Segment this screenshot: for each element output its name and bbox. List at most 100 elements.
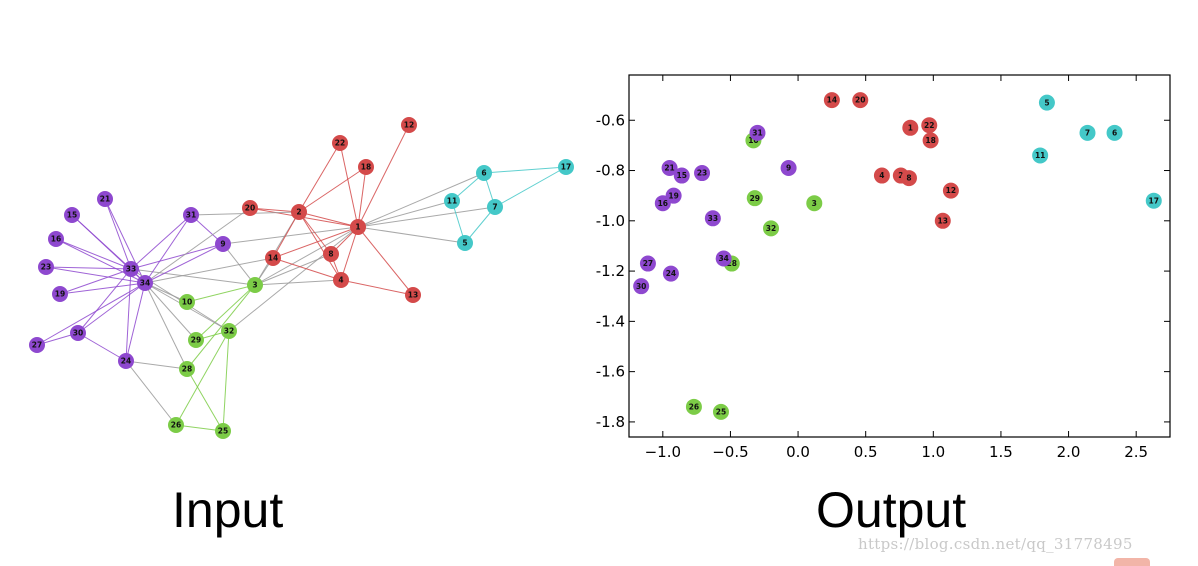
scatter-point-label: 5 [1044,98,1049,107]
graph-node-label: 17 [561,163,571,172]
scatter-point: 6 [1106,124,1123,141]
scatter-point-label: 12 [946,186,956,195]
graph-node-marker [188,332,204,348]
scatter-point-label: 27 [643,259,653,268]
scatter-point-marker [715,250,732,267]
output-scatter-plot: −1.0 −0.5 0.0 0.5 1.0 1.5 2.0 2.5 -0.6-0.8-1.0-… [596,74,1171,461]
graph-node: 10 [179,294,195,310]
graph-node-marker [333,272,349,288]
input-network-graph: 1234567891011121314151617181920212223242… [29,117,574,439]
y-tick-label: -1.0 [596,212,625,230]
graph-node-label: 12 [404,121,414,130]
scatter-point-marker [662,265,679,282]
scatter-point-marker [1038,94,1055,111]
graph-edge [357,172,485,228]
scatter-point: 24 [662,265,679,282]
graph-node-label: 11 [447,197,457,206]
graph-node-marker [487,199,503,215]
graph-node-label: 32 [224,327,234,336]
graph-node: 11 [444,193,460,209]
scatter-point-marker [806,195,823,212]
graph-node: 6 [476,165,492,181]
graph-node: 2 [291,204,307,220]
graph-edge [45,266,146,284]
graph-node-marker [221,323,237,339]
scatter-point-marker [1032,147,1049,164]
scatter-point: 27 [639,255,656,272]
y-axis-ticks: -0.6 -0.8 -1.0 -1.2 -1.4 -1.6 -1.8 [596,111,1170,431]
graph-node-marker [137,275,153,291]
scatter-point: 25 [712,403,729,420]
scatter-point-marker [852,92,869,109]
x-tick-label: 1.5 [989,443,1013,461]
scatter-point-marker [780,160,797,177]
graph-node: 4 [333,272,349,288]
scatter-point-marker [921,117,938,134]
graph-node-marker [97,191,113,207]
scatter-point: 31 [749,124,766,141]
graph-edge [130,214,192,270]
scatter-point: 4 [873,167,890,184]
graph-node-marker [52,286,68,302]
graph-node: 28 [179,361,195,377]
graph-node: 14 [265,250,281,266]
scatter-point-label: 32 [766,224,776,233]
graph-node-marker [29,337,45,353]
scatter-point-label: 18 [925,136,935,145]
scatter-point-label: 30 [636,282,646,291]
graph-edge [130,268,256,286]
x-tick-label: 0.5 [854,443,878,461]
scatter-point: 14 [823,92,840,109]
scatter-point-label: 24 [666,269,676,278]
scatter-point-marker [639,255,656,272]
scatter-point: 20 [852,92,869,109]
scatter-point-marker [685,398,702,415]
scatter-point: 30 [633,278,650,295]
graph-node-label: 33 [126,265,136,274]
graph-edge [125,360,177,426]
graph-node-label: 22 [335,139,345,148]
graph-node-label: 3 [252,281,257,290]
graph-node-marker [183,207,199,223]
scatter-point-label: 6 [1112,128,1117,137]
graph-node-marker [215,423,231,439]
graph-node-marker [242,200,258,216]
scatter-point-label: 22 [924,121,934,130]
y-tick-label: -1.2 [596,262,625,280]
scatter-point: 8 [900,170,917,187]
graph-edge [249,207,300,213]
x-tick-label: 1.0 [921,443,945,461]
x-axis-ticks: −1.0 −0.5 0.0 0.5 1.0 1.5 2.0 2.5 [645,75,1148,461]
scatter-point-marker [633,278,650,295]
scatter-point-label: 28 [727,259,737,268]
graph-node-marker [444,193,460,209]
graph-edge [298,211,342,281]
scatter-point: 22 [921,117,938,134]
graph-node-label: 29 [191,336,201,345]
graph-edge [494,166,567,208]
x-tick-label: −0.5 [712,443,748,461]
graph-edge [357,206,496,228]
graph-edge [125,360,188,370]
scatter-point-label: 10 [748,136,758,145]
scatter-point-label: 7 [1085,128,1090,137]
scatter-point-marker [665,187,682,204]
graph-node: 26 [168,417,184,433]
graph-node-marker [118,353,134,369]
scatter-point: 32 [763,220,780,237]
graph-node-marker [70,325,86,341]
graph-node-label: 34 [140,279,150,288]
graph-edge [59,268,132,295]
scatter-point: 3 [806,195,823,212]
scatter-point: 11 [1032,147,1049,164]
scatter-point-label: 33 [708,214,718,223]
graph-node: 34 [137,275,153,291]
graph-edge [144,207,251,284]
graph-node-label: 20 [245,204,255,213]
graph-node: 25 [215,423,231,439]
graph-node: 31 [183,207,199,223]
graph-edge [254,226,359,286]
graph-edge [125,282,146,362]
graph-node-label: 18 [361,163,371,172]
